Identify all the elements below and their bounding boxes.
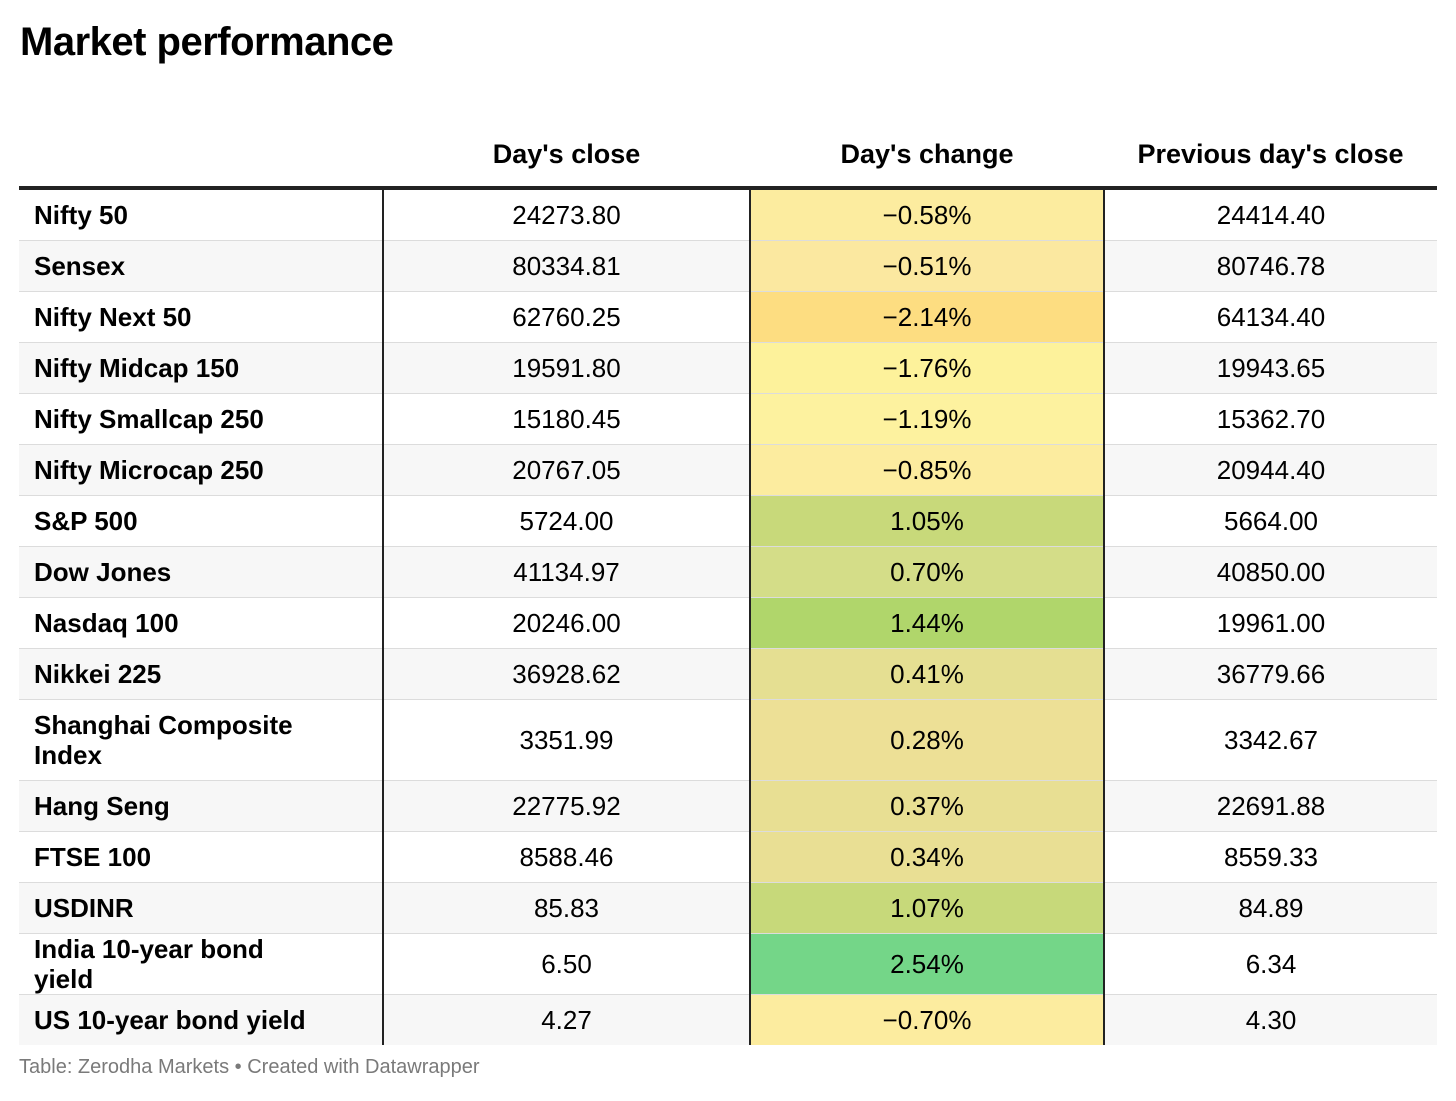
- days-close-cell: 41134.97: [383, 546, 751, 598]
- days-close-cell: 22775.92: [383, 780, 751, 832]
- previous-close-cell: 4.30: [1104, 994, 1437, 1045]
- row-name: Nikkei 225: [19, 648, 384, 700]
- days-change-cell: 0.28%: [750, 699, 1105, 781]
- days-close-cell: 15180.45: [383, 393, 751, 445]
- days-close-cell: 4.27: [383, 994, 751, 1045]
- table-row: Nifty Microcap 250 20767.05 −0.85% 20944.40: [19, 444, 1437, 496]
- table-row: US 10-year bond yield 4.27 −0.70% 4.30: [19, 994, 1437, 1045]
- table-row: Sensex 80334.81 −0.51% 80746.78: [19, 240, 1437, 292]
- days-close-cell: 3351.99: [383, 699, 751, 781]
- table-row: Dow Jones 41134.97 0.70% 40850.00: [19, 546, 1437, 598]
- previous-close-cell: 24414.40: [1104, 188, 1437, 241]
- days-close-cell: 8588.46: [383, 831, 751, 883]
- row-name: S&P 500: [19, 495, 384, 547]
- table-row: Nasdaq 100 20246.00 1.44% 19961.00: [19, 597, 1437, 649]
- row-name: Shanghai Composite Index: [19, 699, 384, 781]
- row-name: Dow Jones: [19, 546, 384, 598]
- table-row: Shanghai Composite Index 3351.99 0.28% 3342…: [19, 699, 1437, 781]
- row-name: Nifty 50: [19, 188, 384, 241]
- days-close-cell: 85.83: [383, 882, 751, 934]
- days-close-cell: 6.50: [383, 933, 751, 995]
- days-close-cell: 5724.00: [383, 495, 751, 547]
- days-change-cell: −0.58%: [750, 188, 1105, 241]
- previous-close-cell: 64134.40: [1104, 291, 1437, 343]
- days-change-cell: 1.44%: [750, 597, 1105, 649]
- chart-title: Market performance: [20, 20, 394, 64]
- days-change-cell: −0.85%: [750, 444, 1105, 496]
- table-row: USDINR 85.83 1.07% 84.89: [19, 882, 1437, 934]
- previous-close-cell: 40850.00: [1104, 546, 1437, 598]
- days-change-cell: 0.41%: [750, 648, 1105, 700]
- previous-close-cell: 84.89: [1104, 882, 1437, 934]
- row-name: Nifty Next 50: [19, 291, 384, 343]
- row-name: Nifty Microcap 250: [19, 444, 384, 496]
- table-row: FTSE 100 8588.46 0.34% 8559.33: [19, 831, 1437, 883]
- days-close-cell: 62760.25: [383, 291, 751, 343]
- days-close-cell: 80334.81: [383, 240, 751, 292]
- row-name: Hang Seng: [19, 780, 384, 832]
- previous-close-cell: 36779.66: [1104, 648, 1437, 700]
- previous-close-cell: 19961.00: [1104, 597, 1437, 649]
- previous-close-cell: 19943.65: [1104, 342, 1437, 394]
- days-change-cell: 0.34%: [750, 831, 1105, 883]
- days-change-cell: −1.19%: [750, 393, 1105, 445]
- header-name: [19, 108, 383, 190]
- previous-close-cell: 3342.67: [1104, 699, 1437, 781]
- days-change-cell: 1.07%: [750, 882, 1105, 934]
- row-name: Nifty Smallcap 250: [19, 393, 384, 445]
- previous-close-cell: 8559.33: [1104, 831, 1437, 883]
- days-close-cell: 24273.80: [383, 188, 751, 241]
- table-row: India 10-year bond yield 6.50 2.54% 6.34: [19, 933, 1437, 995]
- days-change-cell: 2.54%: [750, 933, 1105, 995]
- header-row: Day's close Day's change Previous day's …: [19, 108, 1437, 190]
- days-change-cell: −2.14%: [750, 291, 1105, 343]
- header-days-change: Day's change: [750, 108, 1104, 190]
- row-name: Nasdaq 100: [19, 597, 384, 649]
- row-name: Sensex: [19, 240, 384, 292]
- previous-close-cell: 22691.88: [1104, 780, 1437, 832]
- days-change-cell: −0.51%: [750, 240, 1105, 292]
- row-name: FTSE 100: [19, 831, 384, 883]
- table-row: S&P 500 5724.00 1.05% 5664.00: [19, 495, 1437, 547]
- previous-close-cell: 5664.00: [1104, 495, 1437, 547]
- row-name: Nifty Midcap 150: [19, 342, 384, 394]
- row-name: USDINR: [19, 882, 384, 934]
- table-row: Nifty Smallcap 250 15180.45 −1.19% 15362.70: [19, 393, 1437, 445]
- header-days-close: Day's close: [383, 108, 750, 190]
- previous-close-cell: 20944.40: [1104, 444, 1437, 496]
- previous-close-cell: 80746.78: [1104, 240, 1437, 292]
- days-change-cell: 0.70%: [750, 546, 1105, 598]
- table-row: Hang Seng 22775.92 0.37% 22691.88: [19, 780, 1437, 832]
- market-table: Day's close Day's change Previous day's …: [19, 108, 1437, 1045]
- days-change-cell: −1.76%: [750, 342, 1105, 394]
- row-name: India 10-year bond yield: [19, 933, 384, 995]
- market-table-container: Day's close Day's change Previous day's …: [19, 108, 1437, 1045]
- table-row: Nifty 50 24273.80 −0.58% 24414.40: [19, 188, 1437, 241]
- days-change-cell: 0.37%: [750, 780, 1105, 832]
- table-row: Nifty Midcap 150 19591.80 −1.76% 19943.65: [19, 342, 1437, 394]
- header-previous-close: Previous day's close: [1104, 108, 1437, 190]
- table-row: Nifty Next 50 62760.25 −2.14% 64134.40: [19, 291, 1437, 343]
- days-change-cell: −0.70%: [750, 994, 1105, 1045]
- previous-close-cell: 6.34: [1104, 933, 1437, 995]
- previous-close-cell: 15362.70: [1104, 393, 1437, 445]
- days-close-cell: 19591.80: [383, 342, 751, 394]
- table-row: Nikkei 225 36928.62 0.41% 36779.66: [19, 648, 1437, 700]
- row-name: US 10-year bond yield: [19, 994, 384, 1045]
- source-note: Table: Zerodha Markets • Created with Da…: [19, 1056, 480, 1078]
- days-close-cell: 20246.00: [383, 597, 751, 649]
- days-close-cell: 36928.62: [383, 648, 751, 700]
- days-change-cell: 1.05%: [750, 495, 1105, 547]
- table-body: Nifty 50 24273.80 −0.58% 24414.40 Sensex 8033…: [19, 188, 1437, 1045]
- days-close-cell: 20767.05: [383, 444, 751, 496]
